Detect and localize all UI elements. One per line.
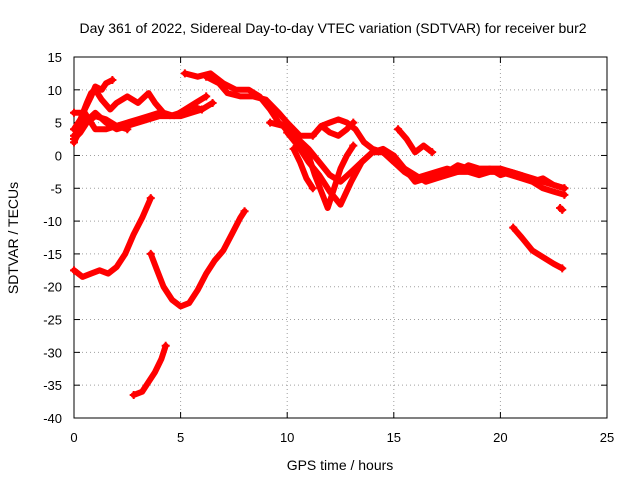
y-tick-label: -15 [43, 247, 62, 262]
series-track-16 [510, 224, 566, 272]
series-track-9 [284, 129, 357, 211]
data-series [70, 69, 569, 400]
series-track-15 [130, 342, 169, 398]
series-point-marker [108, 75, 117, 84]
series-track-11 [309, 119, 357, 139]
series-point-marker [70, 266, 78, 275]
y-tick-label: 10 [48, 83, 62, 98]
x-tick-labels: 0 5 10 15 20 25 [70, 430, 614, 445]
series-point-marker [394, 125, 403, 134]
x-axis-label: GPS time / hours [287, 457, 394, 473]
series-point-marker [202, 72, 211, 81]
series-point-marker [283, 128, 292, 137]
series-point-marker [558, 264, 567, 273]
series-point-marker [161, 341, 170, 350]
series-point-marker [202, 92, 211, 101]
y-tick-label: -20 [43, 280, 62, 295]
series-track-5 [71, 113, 131, 142]
x-tick-label: 5 [177, 430, 184, 445]
x-tick-label: 0 [70, 430, 77, 445]
y-tick-label: -35 [43, 378, 62, 393]
series-point-marker [70, 135, 78, 144]
series-point-marker [289, 144, 298, 153]
series-point-marker [349, 118, 358, 127]
series-point-marker [266, 118, 275, 127]
y-tick-label: 15 [48, 50, 62, 65]
series-track-4 [71, 106, 205, 139]
series-track-3 [71, 99, 216, 133]
series-track-13 [71, 195, 154, 280]
series-point-marker [146, 194, 155, 203]
x-tick-label: 10 [280, 430, 294, 445]
series-point-marker [180, 69, 189, 78]
y-tick-label: -25 [43, 313, 62, 328]
series-point-marker [197, 105, 206, 114]
series-track-14 [147, 208, 248, 310]
series-point-marker [428, 148, 437, 157]
series-point-marker [208, 98, 217, 107]
y-tick-label: -5 [50, 181, 62, 196]
series-point-marker [129, 391, 138, 400]
series-point-marker [308, 184, 317, 193]
y-tick-label: 5 [55, 116, 62, 131]
x-tick-label: 15 [387, 430, 401, 445]
series-track-10 [290, 145, 316, 192]
x-tick-label: 25 [600, 430, 614, 445]
chart-title: Day 361 of 2022, Sidereal Day-to-day VTE… [79, 20, 586, 36]
series-point-marker [509, 223, 518, 232]
series-point-marker [560, 184, 569, 193]
grid [74, 57, 607, 418]
y-tick-label: -30 [43, 345, 62, 360]
series-point-marker [240, 207, 249, 216]
series-point-marker [308, 131, 317, 140]
plot-frame [73, 56, 608, 419]
series-point-marker [558, 205, 567, 214]
y-axis-label: SDTVAR / TECUs [5, 182, 21, 294]
series-point-marker [123, 125, 132, 134]
series-point-marker [70, 108, 78, 117]
axis-ticks [73, 56, 608, 419]
y-tick-label: -40 [43, 411, 62, 426]
series-point-marker [146, 249, 155, 258]
series-point-marker [349, 141, 358, 150]
y-tick-labels: 15 10 5 0 -5 -10 -15 -20 -25 -30 -35 -40 [43, 50, 62, 426]
y-tick-label: -10 [43, 214, 62, 229]
x-tick-label: 20 [493, 430, 507, 445]
series-track-12 [395, 126, 436, 156]
y-tick-label: 0 [55, 148, 62, 163]
